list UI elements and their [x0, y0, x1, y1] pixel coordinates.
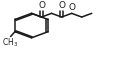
- Text: CH$_3$: CH$_3$: [2, 37, 18, 49]
- Text: O: O: [58, 1, 65, 10]
- Text: O: O: [68, 3, 75, 12]
- Text: O: O: [38, 1, 45, 10]
